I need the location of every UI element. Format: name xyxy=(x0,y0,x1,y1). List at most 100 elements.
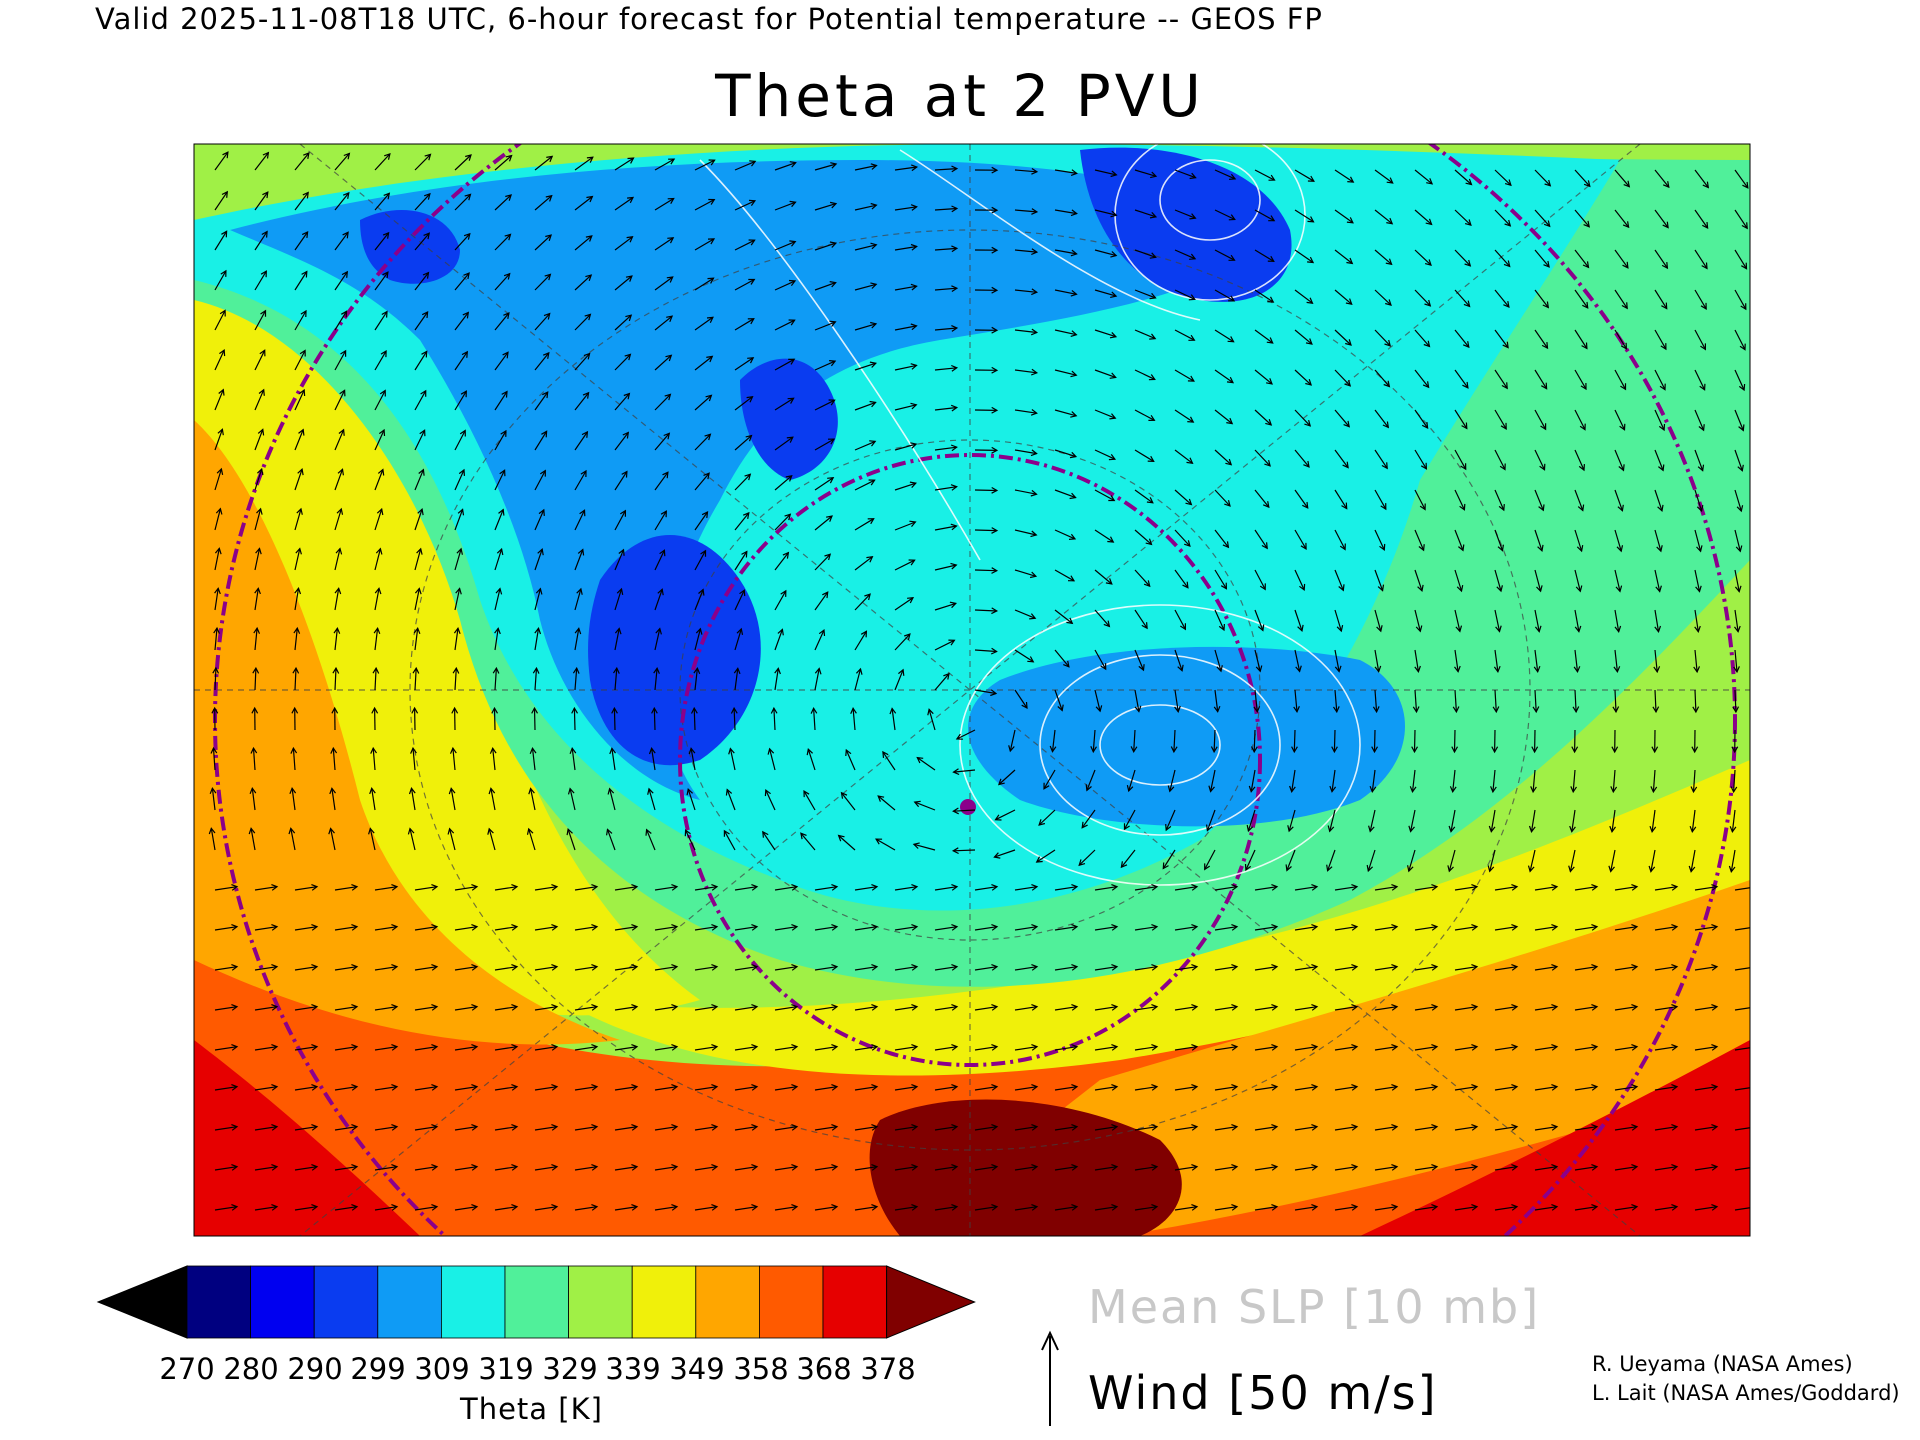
wind-vector xyxy=(934,1046,958,1051)
wind-vector xyxy=(1414,449,1427,470)
wind-vector-head xyxy=(351,924,359,931)
wind-vector xyxy=(254,270,267,291)
colorbar-swatch xyxy=(377,1265,442,1339)
wind-vector-head xyxy=(751,884,759,891)
wind-vector xyxy=(974,926,998,931)
wind-vector-head xyxy=(1702,181,1710,189)
wind-vector xyxy=(1374,886,1398,891)
wind-vector xyxy=(1174,1046,1198,1051)
wind-vector-head xyxy=(748,199,757,206)
wind-vector-head xyxy=(1617,504,1624,512)
wind-vector xyxy=(254,152,269,171)
wind-vector xyxy=(1054,1166,1078,1171)
wind-vector-head xyxy=(1266,337,1274,344)
wind-vector xyxy=(494,273,511,291)
wind-vector xyxy=(494,430,507,451)
wind-vector-head xyxy=(1151,964,1159,971)
wind-vector xyxy=(1094,169,1117,176)
wind-vector-head xyxy=(291,706,299,714)
wind-vector-head xyxy=(1380,503,1387,511)
colorbar-tick: 329 xyxy=(542,1352,598,1386)
wind-vector xyxy=(1334,329,1352,346)
wind-vector-head xyxy=(1070,289,1078,297)
wind-vector-head xyxy=(666,315,674,323)
wind-vector-head xyxy=(492,666,500,674)
wind-vector xyxy=(807,749,816,771)
wind-vector-head xyxy=(1534,625,1542,633)
wind-vector-head xyxy=(818,628,826,637)
wind-vector-head xyxy=(1671,1004,1679,1011)
wind-vector-head xyxy=(744,473,752,481)
wind-vector-head xyxy=(1391,964,1399,971)
wind-vector xyxy=(814,886,838,891)
wind-vector xyxy=(414,1166,438,1171)
wind-vector-head xyxy=(1533,665,1541,674)
wind-vector xyxy=(1174,249,1196,260)
wind-vector xyxy=(574,470,587,491)
wind-vector-head xyxy=(1179,623,1187,631)
wind-vector xyxy=(1214,529,1229,548)
wind-vector-head xyxy=(1751,1045,1757,1051)
wind-vector-head xyxy=(431,1084,439,1091)
wind-vector-head xyxy=(1186,457,1194,465)
wind-vector-head xyxy=(1695,585,1702,593)
wind-vector-head xyxy=(831,1164,839,1171)
wind-vector xyxy=(1374,369,1390,387)
wind-vector-head xyxy=(1537,544,1544,552)
wind-vector xyxy=(494,155,512,171)
wind-vector xyxy=(1374,926,1398,931)
wind-vector-head xyxy=(1569,825,1576,833)
colorbar-tick: 299 xyxy=(350,1352,406,1386)
wind-vector xyxy=(574,431,588,451)
wind-vector-head xyxy=(1271,884,1279,891)
wind-vector xyxy=(1734,649,1738,672)
wind-vector-head xyxy=(571,706,579,714)
wind-vector-head xyxy=(1527,865,1535,873)
wind-vector xyxy=(454,233,471,251)
wind-vector-head xyxy=(1226,417,1234,425)
wind-vector xyxy=(1014,409,1037,414)
wind-vector xyxy=(934,1006,958,1011)
wind-vector xyxy=(654,589,663,611)
wind-vector-head xyxy=(648,747,656,755)
wind-vector-head xyxy=(1578,464,1585,472)
wind-vector-head xyxy=(1591,1084,1599,1091)
wind-vector-head xyxy=(840,791,848,799)
wind-vector xyxy=(1574,886,1598,891)
wind-vector-head xyxy=(1577,504,1585,512)
wind-vector xyxy=(814,360,836,371)
wind-vector-head xyxy=(299,349,306,357)
wind-vector-head xyxy=(688,747,696,755)
wind-vector xyxy=(214,926,238,931)
wind-vector xyxy=(1134,689,1140,712)
wind-vector xyxy=(734,512,750,531)
wind-vector-head xyxy=(292,666,300,674)
wind-vector xyxy=(614,197,634,211)
wind-vector xyxy=(974,689,997,695)
wind-vector xyxy=(1371,769,1376,792)
wind-vector xyxy=(1614,449,1625,471)
theta-region-deepblue-north xyxy=(1080,147,1292,302)
wind-vector-head xyxy=(1456,584,1464,593)
wind-vector-head xyxy=(464,193,472,201)
wind-vector xyxy=(494,668,497,691)
wind-vector xyxy=(1454,329,1470,348)
wind-vector-head xyxy=(1109,413,1117,420)
wind-vector xyxy=(374,1166,398,1171)
wind-vector xyxy=(875,838,896,851)
colorbar-arrow-low xyxy=(96,1265,188,1339)
wind-vector xyxy=(294,152,310,171)
wind-vector-head xyxy=(503,272,511,280)
wind-vector xyxy=(574,1086,598,1091)
wind-vector-head xyxy=(351,884,359,891)
wind-vector-head xyxy=(383,192,391,200)
wind-vector-head xyxy=(1103,620,1111,628)
wind-vector xyxy=(1574,369,1587,390)
wind-vector-head xyxy=(1538,504,1545,512)
wind-vector xyxy=(854,1086,878,1091)
wind-vector xyxy=(894,886,918,891)
wind-vector-head xyxy=(631,1044,639,1051)
wind-vector-head xyxy=(471,884,479,891)
wind-vector-head xyxy=(231,964,239,971)
wind-vector-head xyxy=(210,746,218,754)
